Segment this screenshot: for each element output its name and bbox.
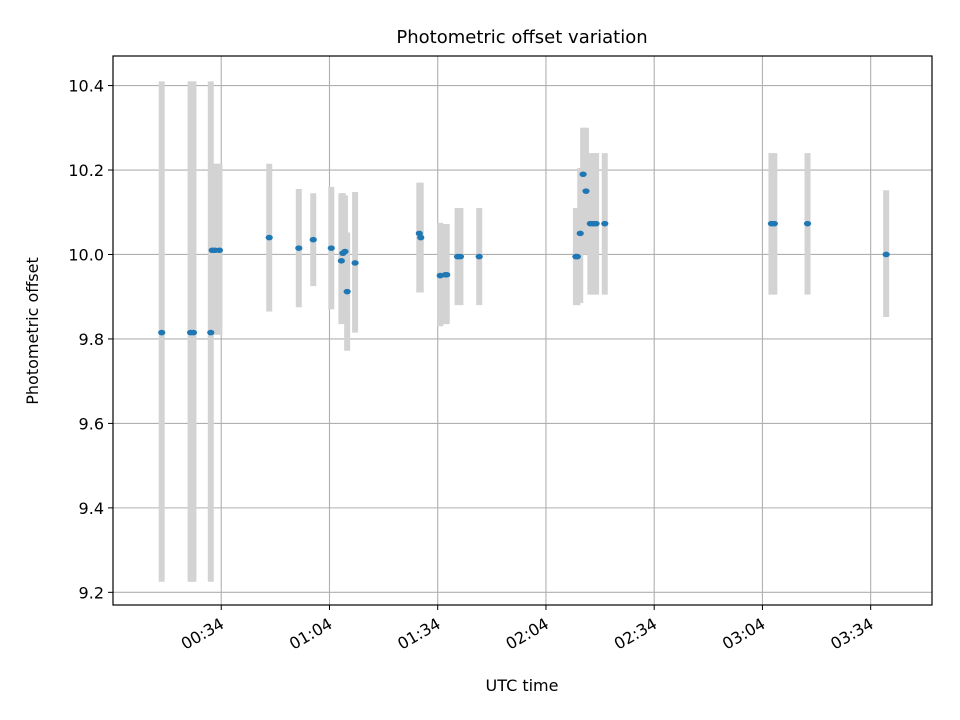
y-tick-label: 9.2 xyxy=(79,583,104,602)
data-point xyxy=(327,245,335,251)
error-bars xyxy=(158,81,890,582)
data-point xyxy=(601,220,609,227)
data-point xyxy=(265,234,273,241)
y-tick-label: 10.4 xyxy=(68,77,104,96)
y-tick-label: 9.8 xyxy=(79,330,104,349)
data-point xyxy=(158,329,166,336)
x-tick-label: 03:34 xyxy=(827,614,876,654)
data-point xyxy=(341,248,349,255)
data-point xyxy=(189,329,198,336)
data-point xyxy=(207,329,215,336)
data-point xyxy=(337,258,345,264)
plot-frame xyxy=(112,55,933,606)
data-point xyxy=(417,234,425,241)
x-tick-label: 03:04 xyxy=(719,614,768,654)
data-point xyxy=(579,171,587,178)
x-axis: 00:34 01:04 01:34 02:04 02:34 03:04 03:34 xyxy=(178,605,877,654)
data-point xyxy=(475,253,483,260)
data-point xyxy=(576,230,584,237)
x-tick-label: 02:34 xyxy=(611,614,660,654)
grid xyxy=(113,56,932,605)
data-point xyxy=(770,220,778,227)
data-point xyxy=(351,260,359,266)
data-point xyxy=(309,236,317,243)
x-tick-label: 01:34 xyxy=(394,614,443,654)
x-axis-label: UTC time xyxy=(486,676,559,695)
y-tick-label: 10.0 xyxy=(68,245,104,264)
y-tick-label: 10.2 xyxy=(68,161,104,180)
data-point xyxy=(592,220,600,227)
x-tick-label: 01:04 xyxy=(286,614,335,654)
data-point xyxy=(882,251,890,258)
y-tick-label: 9.6 xyxy=(79,414,104,433)
data-point xyxy=(803,220,812,227)
data-point xyxy=(443,271,451,278)
x-tick-label: 02:04 xyxy=(503,614,552,654)
data-point xyxy=(215,247,224,254)
data-point xyxy=(295,245,303,251)
y-tick-label: 9.4 xyxy=(79,499,104,518)
x-tick-label: 00:34 xyxy=(178,614,227,654)
data-point xyxy=(343,288,351,295)
y-axis-label: Photometric offset xyxy=(23,257,42,405)
data-point xyxy=(415,230,423,237)
chart-title: Photometric offset variation xyxy=(396,27,647,48)
y-axis: 9.2 9.4 9.6 9.8 10.0 10.2 10.4 xyxy=(68,77,113,602)
data-point xyxy=(573,253,581,260)
data-points xyxy=(158,171,890,336)
data-point xyxy=(456,253,465,260)
data-point xyxy=(582,188,590,194)
